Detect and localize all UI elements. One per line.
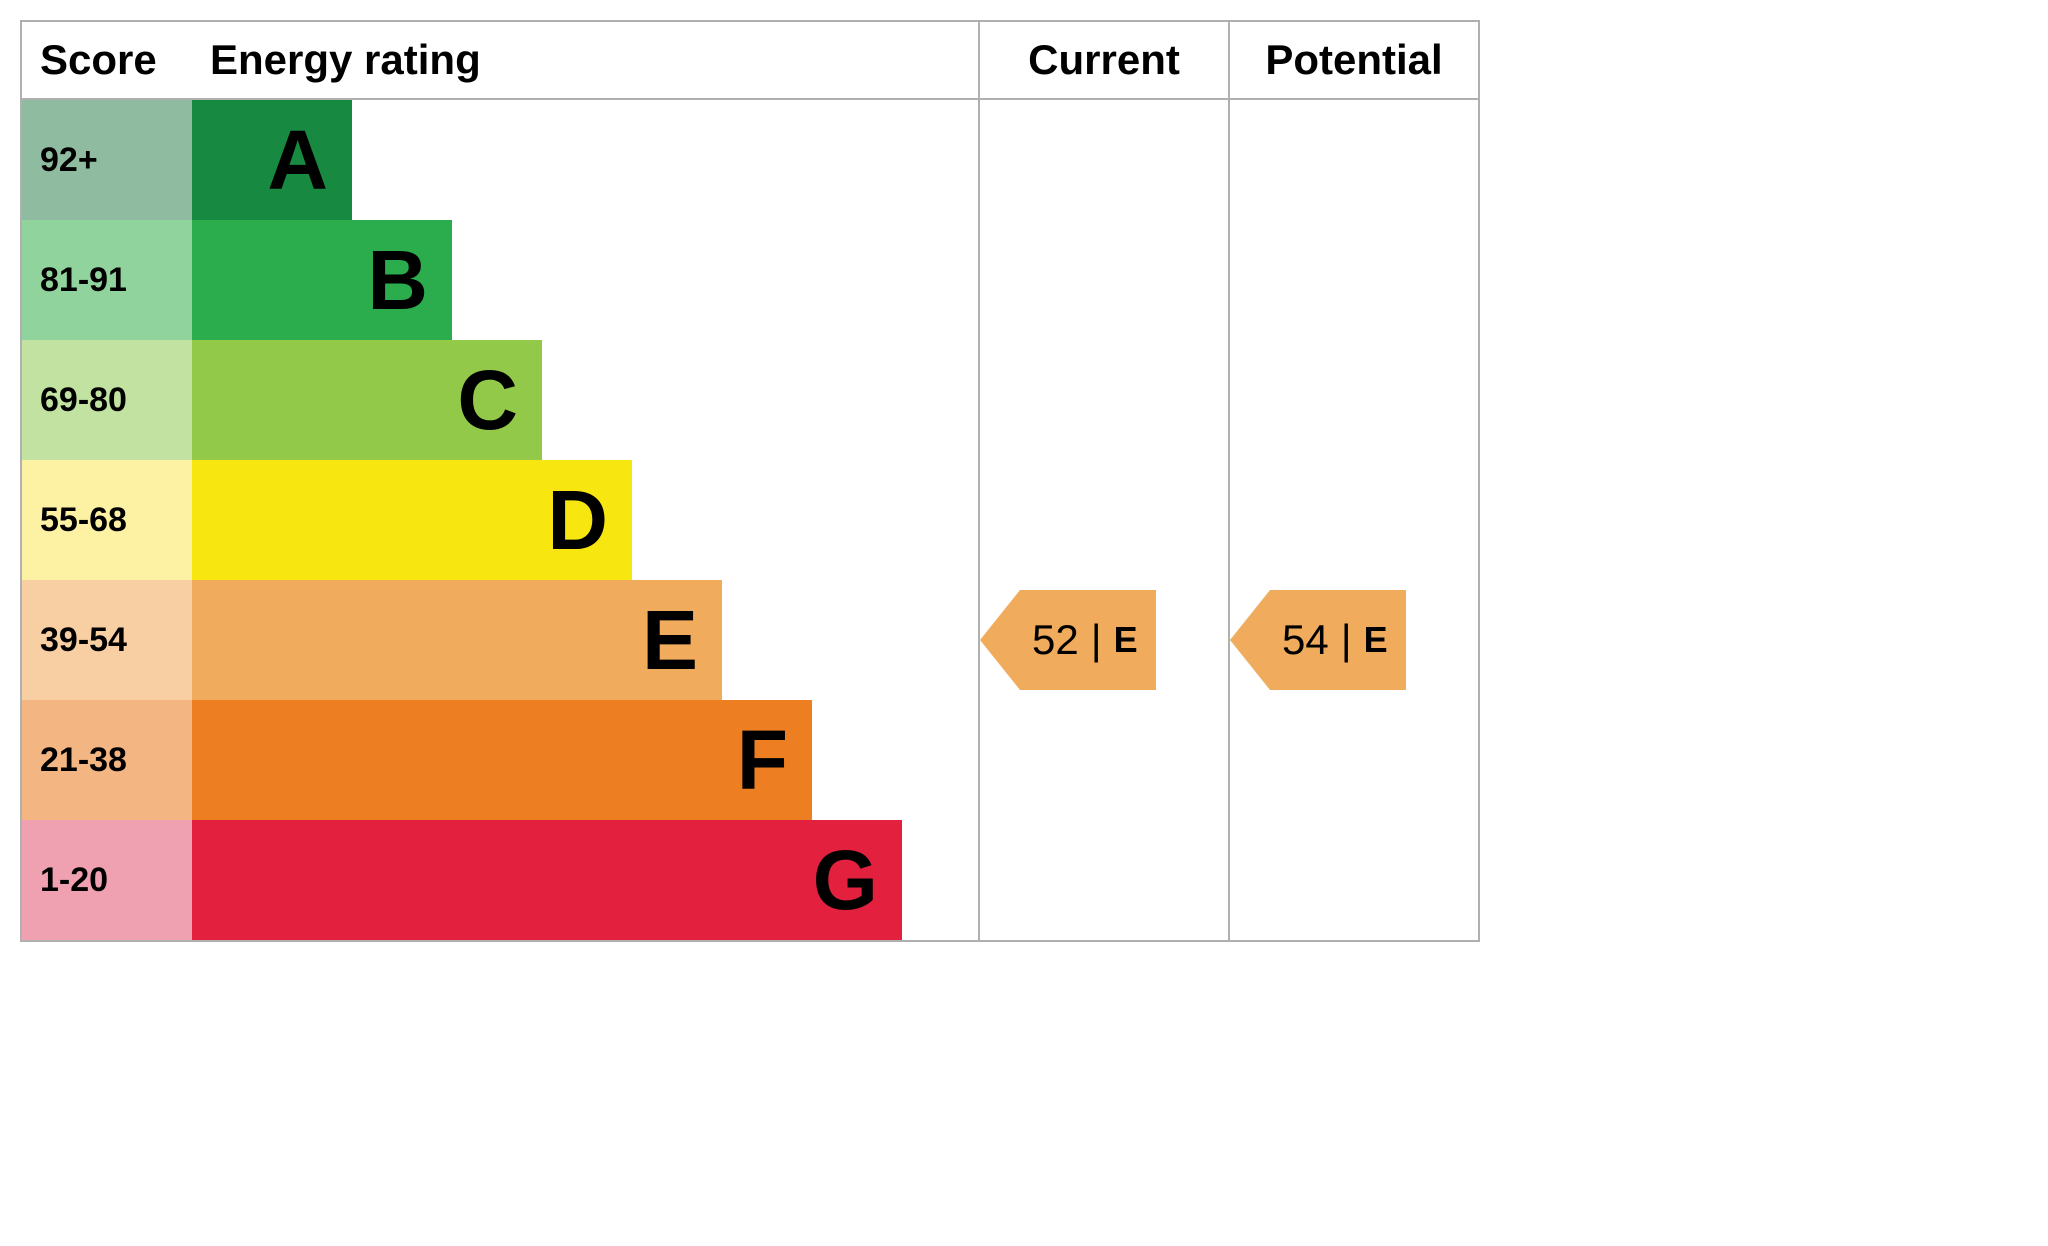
potential-marker: 54| E xyxy=(1270,590,1406,690)
rating-bar-g: G xyxy=(192,820,902,940)
rating-header: Energy rating xyxy=(192,22,978,100)
score-column: Score 92+81-9169-8055-6839-5421-381-20 xyxy=(22,22,192,940)
potential-score: 54 xyxy=(1282,616,1329,664)
rating-row-a: A xyxy=(192,100,978,220)
rating-row-d: D xyxy=(192,460,978,580)
rating-row-f: F xyxy=(192,700,978,820)
rating-bar-b: B xyxy=(192,220,452,340)
score-range-a: 92+ xyxy=(22,100,192,220)
current-marker: 52| E xyxy=(1020,590,1156,690)
current-column: Current 52| E xyxy=(978,22,1228,940)
rating-letter-a: A xyxy=(267,118,328,202)
score-range-f: 21-38 xyxy=(22,700,192,820)
rating-bar-c: C xyxy=(192,340,542,460)
rating-bar-d: D xyxy=(192,460,632,580)
rating-bar-a: A xyxy=(192,100,352,220)
rating-letter-e: E xyxy=(642,598,698,682)
score-range-b: 81-91 xyxy=(22,220,192,340)
potential-separator: | xyxy=(1341,616,1352,664)
rating-letter-g: G xyxy=(813,838,878,922)
score-range-g: 1-20 xyxy=(22,820,192,940)
rating-letter-b: B xyxy=(367,238,428,322)
epc-energy-rating-chart: Score 92+81-9169-8055-6839-5421-381-20 E… xyxy=(20,20,1480,942)
rating-column: Energy rating ABCDEFG xyxy=(192,22,978,940)
rating-letter-c: C xyxy=(457,358,518,442)
score-range-e: 39-54 xyxy=(22,580,192,700)
rating-letter-f: F xyxy=(737,718,788,802)
potential-column: Potential 54| E xyxy=(1228,22,1478,940)
potential-marker-slot: 54| E xyxy=(1230,580,1478,700)
potential-header: Potential xyxy=(1230,22,1478,100)
rating-bar-e: E xyxy=(192,580,722,700)
rating-letter-d: D xyxy=(547,478,608,562)
potential-letter: E xyxy=(1364,619,1388,661)
score-range-d: 55-68 xyxy=(22,460,192,580)
score-header: Score xyxy=(22,22,192,100)
rating-row-c: C xyxy=(192,340,978,460)
current-score: 52 xyxy=(1032,616,1079,664)
current-header: Current xyxy=(980,22,1228,100)
rating-row-e: E xyxy=(192,580,978,700)
score-range-c: 69-80 xyxy=(22,340,192,460)
rating-row-b: B xyxy=(192,220,978,340)
rating-bar-f: F xyxy=(192,700,812,820)
current-marker-slot: 52| E xyxy=(980,580,1228,700)
current-separator: | xyxy=(1091,616,1102,664)
rating-row-g: G xyxy=(192,820,978,940)
current-letter: E xyxy=(1114,619,1138,661)
